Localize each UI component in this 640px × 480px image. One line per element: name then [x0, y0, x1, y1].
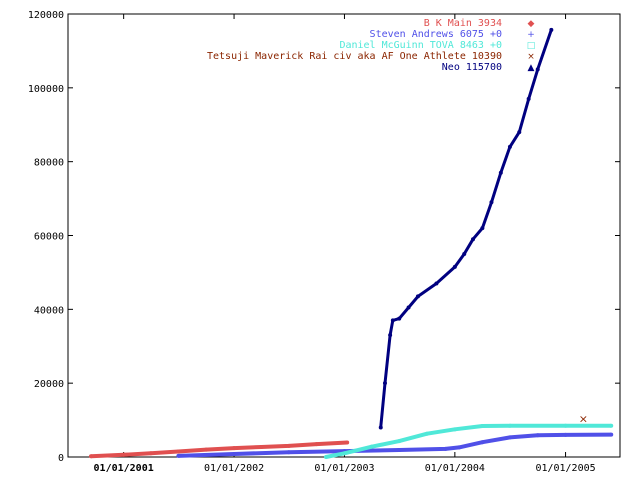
data-point	[425, 431, 430, 436]
x-tick-label: 01/01/2001	[94, 463, 154, 474]
legend: B K Main 3934 ◆ Steven Andrews 6075 +0 + Dan…	[207, 18, 535, 73]
y-tick-label: 0	[58, 453, 64, 464]
data-point	[535, 67, 540, 72]
legend-marker-icon: +	[527, 30, 535, 40]
data-point	[507, 435, 512, 440]
data-point	[457, 445, 462, 450]
data-point	[507, 144, 512, 149]
data-point	[382, 381, 387, 386]
series-line	[178, 432, 612, 458]
data-point	[535, 433, 540, 438]
x-tick-label: 01/01/2004	[425, 463, 485, 474]
series-line	[325, 423, 612, 459]
legend-marker-icon: ◆	[528, 19, 535, 29]
data-point	[480, 423, 485, 428]
data-point	[549, 27, 554, 32]
data-point	[286, 450, 291, 455]
data-point	[259, 445, 264, 450]
data-point	[232, 446, 237, 451]
data-point	[390, 318, 395, 323]
legend-entry: Daniel McGuinn TOVA 8463 +0	[339, 40, 502, 51]
data-point	[406, 305, 411, 310]
data-point	[563, 432, 568, 437]
data-point	[345, 440, 350, 445]
legend-entry: Neo 115700	[442, 62, 502, 73]
data-point	[176, 453, 181, 458]
y-tick-label: 40000	[34, 305, 64, 316]
legend-marker-icon: □	[527, 41, 536, 51]
data-point	[121, 452, 126, 457]
y-tick-label: 120000	[28, 10, 64, 21]
series-line	[90, 440, 348, 459]
data-point	[369, 444, 374, 449]
data-point	[148, 451, 153, 456]
data-point	[609, 423, 614, 428]
data-point	[434, 281, 439, 286]
data-point	[204, 447, 209, 452]
data-point	[517, 130, 522, 135]
x-tick-label: 01/01/2005	[535, 463, 595, 474]
legend-entry: Tetsuji Maverick Rai civ aka AF One Athl…	[207, 51, 502, 62]
x-tick-label: 01/01/2003	[314, 463, 374, 474]
data-point	[563, 423, 568, 428]
data-point	[397, 439, 402, 444]
y-tick-label: 100000	[28, 84, 64, 95]
series-line	[379, 29, 553, 428]
series-1	[176, 432, 614, 458]
y-tick-label: 80000	[34, 158, 64, 169]
data-point	[489, 200, 494, 205]
data-point	[452, 427, 457, 432]
data-point	[397, 316, 402, 321]
data-point	[286, 443, 291, 448]
y-tick-label: 60000	[34, 232, 64, 243]
legend-marker-icon: ▲	[528, 63, 535, 73]
data-point	[415, 294, 420, 299]
data-point	[176, 449, 181, 454]
data-point	[397, 447, 402, 452]
data-point	[609, 432, 614, 437]
data-point	[342, 451, 347, 456]
x-tick-label: 01/01/2002	[204, 463, 264, 474]
data-point	[498, 170, 503, 175]
y-tick-label: 20000	[34, 379, 64, 390]
data-point	[388, 333, 393, 338]
data-point	[480, 226, 485, 231]
series-0	[88, 440, 350, 459]
data-point: ×	[579, 413, 588, 426]
data-point	[462, 251, 467, 256]
data-point	[378, 425, 383, 430]
series-3: ×	[579, 413, 588, 426]
legend-entry: B K Main 3934	[424, 18, 502, 29]
series-4	[378, 27, 554, 430]
data-point	[471, 237, 476, 242]
legend-entry: Steven Andrews 6075 +0	[370, 29, 502, 40]
series-lines: ×	[88, 27, 614, 459]
plot-frame	[67, 13, 621, 458]
data-point	[443, 446, 448, 451]
data-point	[507, 423, 512, 428]
data-point	[88, 454, 93, 459]
data-point	[314, 442, 319, 447]
data-point	[232, 452, 237, 457]
data-point	[324, 455, 329, 459]
data-point	[526, 96, 531, 101]
data-point	[480, 440, 485, 445]
series-2	[324, 423, 614, 459]
axes: 0 20000 40000 60000 80000 100000 120000 01/01/2…	[28, 10, 621, 474]
data-point	[452, 264, 457, 269]
legend-marker-icon: ×	[527, 52, 535, 62]
